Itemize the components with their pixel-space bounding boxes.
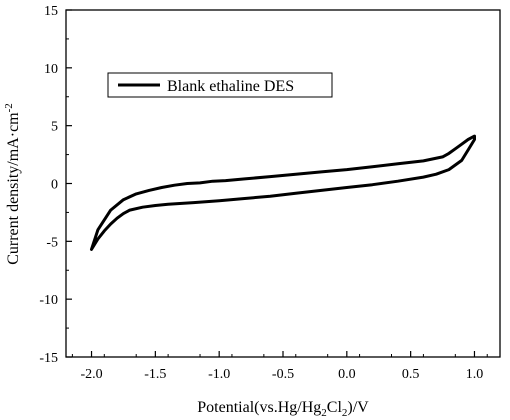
x-tick-label: -1.5: [144, 367, 166, 382]
y-tick-label: 0: [51, 178, 58, 193]
y-tick-label: -5: [46, 235, 58, 250]
y-tick-label: -10: [39, 293, 58, 308]
x-axis-title: Potential(vs.Hg/Hg2Cl2)/V: [197, 399, 369, 419]
series-line: [90, 134, 476, 251]
ticks-layer: -2.0 -1.5 -1.0 -0.5 0.0 0.5 1.0 -15 -10 -5 0 5 10 15: [39, 4, 488, 382]
legend: Blank ethaline DES: [107, 72, 333, 98]
legend-label: Blank ethaline DES: [167, 78, 294, 95]
x-tick-label: -0.5: [272, 367, 294, 382]
x-tick-label: 0.5: [402, 367, 420, 382]
y-tick-label: -15: [39, 351, 58, 366]
y-axis-title: Current density/mA·cm-2: [3, 103, 22, 265]
y-tick-label: 15: [44, 4, 58, 19]
x-tick-label: 0.0: [338, 367, 356, 382]
series-layer: [90, 134, 476, 251]
x-tick-label: -2.0: [80, 367, 102, 382]
y-tick-label: 10: [44, 62, 58, 77]
x-tick-label: -1.0: [208, 367, 230, 382]
plot-frame: [65, 9, 501, 358]
x-tick-label: 1.0: [466, 367, 484, 382]
y-tick-label: 5: [51, 120, 58, 135]
